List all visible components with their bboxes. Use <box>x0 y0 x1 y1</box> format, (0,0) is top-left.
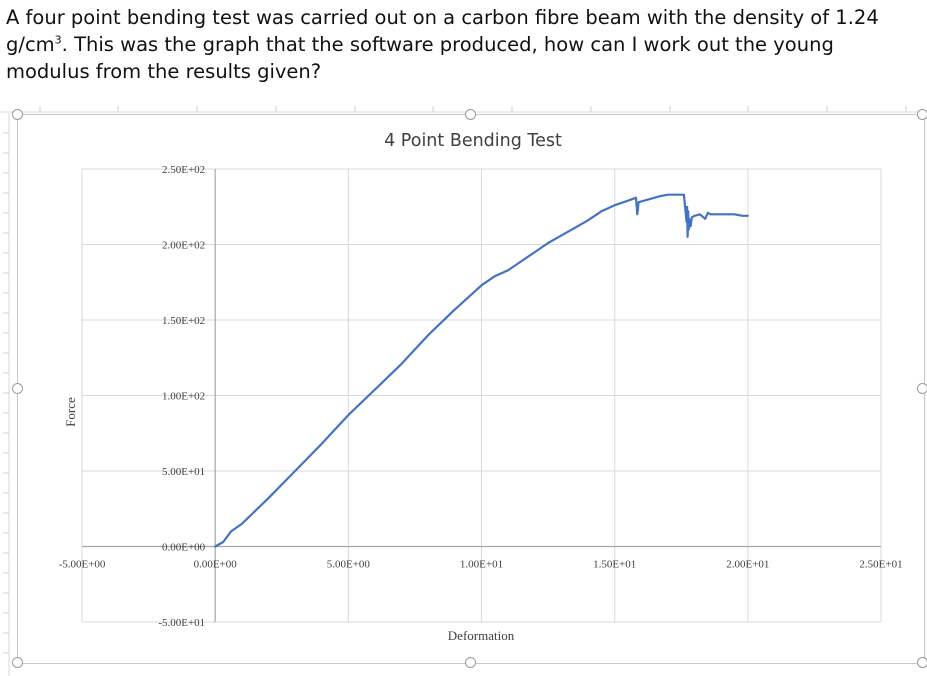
resize-handle-middle-left[interactable] <box>12 383 23 394</box>
ruler-left <box>3 113 10 676</box>
resize-handle-top-left[interactable] <box>12 109 23 120</box>
ruler-top <box>0 106 927 113</box>
question-text-part2: . This was the graph that the software p… <box>6 33 834 83</box>
resize-handle-bottom-center[interactable] <box>465 657 476 668</box>
question-superscript: 3 <box>54 33 62 47</box>
resize-handle-middle-right[interactable] <box>917 383 927 394</box>
chart-frame[interactable] <box>17 114 925 664</box>
resize-handle-top-center[interactable] <box>465 109 476 120</box>
resize-handle-top-right[interactable] <box>917 109 927 120</box>
resize-handle-bottom-left[interactable] <box>12 657 23 668</box>
resize-handle-bottom-right[interactable] <box>917 657 927 668</box>
question-text-part1: A four point bending test was carried ou… <box>6 6 879 56</box>
question-text: A four point bending test was carried ou… <box>6 4 921 85</box>
